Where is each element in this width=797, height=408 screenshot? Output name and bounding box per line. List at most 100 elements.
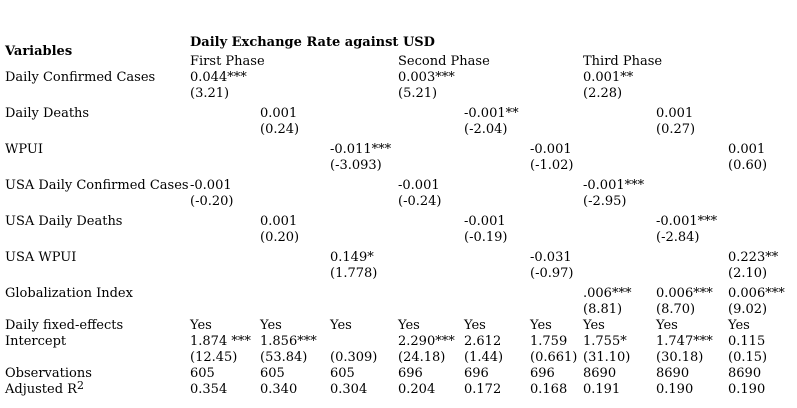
t-statistic: (5.21) <box>398 86 438 101</box>
value-cell: 8690 <box>656 366 690 381</box>
coefficient-cell <box>330 178 398 214</box>
coefficient-cell <box>330 286 398 318</box>
coefficient-cell <box>464 250 530 286</box>
coefficient-cell <box>260 178 330 214</box>
coefficient-value: -0.001 <box>398 178 440 193</box>
coefficient-cell: 0.115 (0.15) <box>728 334 795 366</box>
coefficient-cell: (0.309) <box>330 334 398 366</box>
row-label: Globalization Index <box>5 286 133 301</box>
table-row: Adjusted R2 0.354 0.340 0.304 0.204 0.172 0.16… <box>5 379 795 398</box>
coefficient-cell: 1.759 (0.661) <box>530 334 583 366</box>
coefficient-cell: -0.001 (-1.02) <box>530 142 583 178</box>
coefficient-cell <box>190 286 260 318</box>
coefficient-cell <box>530 106 583 142</box>
value-cell: 0.304 <box>330 382 368 397</box>
coefficient-value: 0.006*** <box>656 286 713 301</box>
value-cell: Yes <box>190 318 212 333</box>
coefficient-value: 0.115 <box>728 334 766 349</box>
coefficient-cell: .006*** (8.81) <box>583 286 656 318</box>
coefficient-value: 1.747*** <box>656 334 713 349</box>
coefficient-cell <box>330 70 398 106</box>
coefficient-cell <box>530 70 583 106</box>
value-cell: 696 <box>464 366 489 381</box>
t-statistic: (1.778) <box>330 266 378 281</box>
row-label: USA WPUI <box>5 250 77 265</box>
t-statistic: (31.10) <box>583 350 631 365</box>
value-cell: 696 <box>530 366 555 381</box>
coefficient-value <box>330 334 398 350</box>
t-statistic: (12.45) <box>190 350 238 365</box>
t-statistic: (0.24) <box>260 122 300 137</box>
row-label: WPUI <box>5 142 43 157</box>
row-label: Daily Deaths <box>5 106 90 121</box>
table-row: Daily Deaths 0.001 (0.24) -0.001** (-2.04) 0.… <box>5 106 795 142</box>
table-header-row: Variables Daily Exchange Rate against US… <box>5 35 795 59</box>
table-row: USA WPUI 0.149* (1.778) -0.031 (-0.97) 0.223*… <box>5 250 795 286</box>
coefficient-value: 1.759 <box>530 334 568 349</box>
coefficient-cell: 0.149* (1.778) <box>330 250 398 286</box>
t-statistic: (0.15) <box>728 350 768 365</box>
t-statistic: (0.20) <box>260 230 300 245</box>
value-cell: 0.168 <box>530 382 568 397</box>
row-label: Adjusted R2 <box>5 379 84 397</box>
value-cell: 0.190 <box>728 382 766 397</box>
coefficient-value: 0.001 <box>260 214 298 229</box>
t-statistic: (24.18) <box>398 350 446 365</box>
value-cell: 0.354 <box>190 382 228 397</box>
value-cell: Yes <box>530 318 552 333</box>
table-row: USA Daily Deaths 0.001 (0.20) -0.001 (-0.19)… <box>5 214 795 250</box>
coefficient-value: .006*** <box>583 286 632 301</box>
coefficient-cell: -0.031 (-0.97) <box>530 250 583 286</box>
coefficient-cell <box>583 142 656 178</box>
coefficient-cell: -0.001 (-0.24) <box>398 178 464 214</box>
coefficient-value: -0.001 <box>530 142 572 157</box>
t-statistic: (1.44) <box>464 350 504 365</box>
table-row: Daily Confirmed Cases 0.044*** (3.21) 0.003… <box>5 70 795 106</box>
coefficient-cell <box>728 178 795 214</box>
t-statistic: (2.28) <box>583 86 623 101</box>
coefficient-value: 0.001 <box>260 106 298 121</box>
coefficient-value: -0.001** <box>464 106 519 121</box>
coefficient-cell <box>398 106 464 142</box>
coefficient-value: 0.149* <box>330 250 374 265</box>
coefficient-cell: 0.001 (0.20) <box>260 214 330 250</box>
value-cell: 605 <box>260 366 285 381</box>
t-statistic: (-1.02) <box>530 158 574 173</box>
coefficient-value: -0.001 <box>464 214 506 229</box>
phase-header-row: First Phase Second Phase Third Phase <box>5 51 795 70</box>
coefficient-cell <box>530 178 583 214</box>
coefficient-cell: 0.001 (0.60) <box>728 142 795 178</box>
coefficient-cell <box>190 106 260 142</box>
row-label: Intercept <box>5 334 67 349</box>
value-cell: Yes <box>464 318 486 333</box>
phase-header-first: First Phase <box>190 54 265 69</box>
t-statistic: (-2.84) <box>656 230 700 245</box>
coefficient-cell: 1.747*** (30.18) <box>656 334 728 366</box>
coefficient-value: 0.044*** <box>190 70 247 85</box>
value-cell: 605 <box>330 366 355 381</box>
coefficient-cell: 0.001 (0.24) <box>260 106 330 142</box>
value-cell: 0.340 <box>260 382 298 397</box>
coefficient-cell <box>728 106 795 142</box>
variables-header: Variables <box>5 43 73 59</box>
coefficient-cell: -0.001*** (-2.95) <box>583 178 656 214</box>
coefficient-cell <box>464 142 530 178</box>
coefficient-value: 2.290*** <box>398 334 455 349</box>
coefficient-cell <box>583 250 656 286</box>
row-label: USA Daily Confirmed Cases <box>5 178 189 193</box>
t-statistic: (9.02) <box>728 302 768 317</box>
value-cell: 8690 <box>583 366 617 381</box>
t-statistic: (8.81) <box>583 302 623 317</box>
coefficient-cell <box>330 214 398 250</box>
coefficient-cell: 1.874 *** (12.45) <box>190 334 260 366</box>
coefficient-value: -0.001*** <box>656 214 718 229</box>
t-statistic: (-2.04) <box>464 122 508 137</box>
coefficient-value: 0.001** <box>583 70 634 85</box>
value-cell: 8690 <box>728 366 762 381</box>
t-statistic: (3.21) <box>190 86 230 101</box>
t-statistic: (0.661) <box>530 350 578 365</box>
value-cell: Yes <box>398 318 420 333</box>
value-cell: Yes <box>728 318 750 333</box>
t-statistic: (30.18) <box>656 350 704 365</box>
t-statistic: (-2.95) <box>583 194 627 209</box>
